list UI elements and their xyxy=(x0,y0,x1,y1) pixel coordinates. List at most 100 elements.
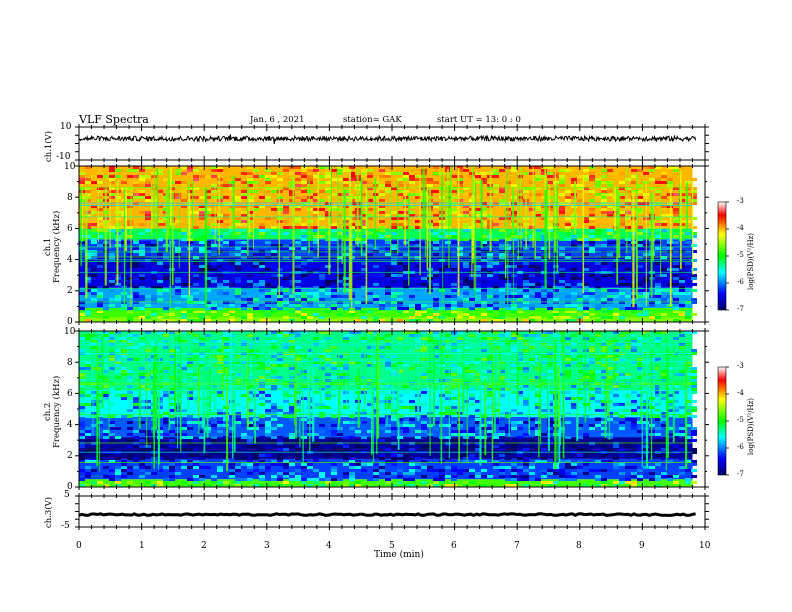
spectrogram-cell xyxy=(409,463,415,466)
spectrogram-cell xyxy=(379,400,385,403)
spectrogram-cell xyxy=(535,187,541,190)
spectrogram-cell xyxy=(205,277,211,280)
spectrogram-cell xyxy=(685,259,691,262)
spectrogram-cell xyxy=(475,274,481,277)
spectrogram-cell xyxy=(343,220,349,223)
spectrogram-cell xyxy=(169,409,175,412)
spectrogram-cell xyxy=(487,262,493,265)
spectrogram-cell xyxy=(265,187,271,190)
spectrogram-cell xyxy=(145,175,151,178)
spectrogram-cell xyxy=(457,175,463,178)
spectrogram-cell xyxy=(235,280,241,283)
spectrogram-cell xyxy=(457,460,463,463)
spectrogram-cell xyxy=(211,304,217,307)
spectrogram-cell xyxy=(379,466,385,469)
spectrogram-cell xyxy=(415,337,421,340)
spectrogram-cell xyxy=(175,292,181,295)
spectrogram-cell xyxy=(241,400,247,403)
spectrogram-cell xyxy=(85,313,91,316)
spectrogram-cell xyxy=(613,394,619,397)
spectrogram-cell xyxy=(127,319,133,322)
spectrogram-cell xyxy=(265,166,271,169)
spectrogram-cell xyxy=(679,220,685,223)
spectrogram-burst xyxy=(449,166,452,226)
spectrogram-cell xyxy=(271,364,277,367)
spectrogram-cell xyxy=(109,331,115,334)
spectrogram-cell xyxy=(451,364,457,367)
spectrogram-cell xyxy=(301,190,307,193)
spectrogram-cell xyxy=(157,286,163,289)
spectrogram-cell xyxy=(175,346,181,349)
spectrogram-cell xyxy=(439,187,445,190)
spectrogram-cell xyxy=(247,376,253,379)
spectrogram-cell xyxy=(457,340,463,343)
spectrogram-cell xyxy=(169,355,175,358)
spectrogram-cell xyxy=(337,232,343,235)
spectrogram-cell xyxy=(541,301,547,304)
spectrogram-cell xyxy=(211,223,217,226)
spectrogram-cell xyxy=(487,439,493,442)
spectrogram-cell xyxy=(283,481,289,484)
spectrogram-cell xyxy=(403,427,409,430)
spectrogram-cell xyxy=(223,388,229,391)
spectrogram-cell xyxy=(211,310,217,313)
spectrogram-burst xyxy=(124,190,127,252)
spectrogram-cell xyxy=(577,298,583,301)
spectrogram-cell xyxy=(445,253,451,256)
spectrogram-cell xyxy=(529,307,535,310)
spectrogram-cell xyxy=(319,232,325,235)
spectrogram-cell xyxy=(583,334,589,337)
spectrogram-cell xyxy=(235,181,241,184)
spectrogram-cell xyxy=(313,265,319,268)
spectrogram-cell xyxy=(205,337,211,340)
spectrogram-cell xyxy=(247,262,253,265)
spectrogram-cell xyxy=(319,274,325,277)
spectrogram-cell xyxy=(319,337,325,340)
date-label: Jan. 6 , 2021 xyxy=(250,115,305,125)
spectrogram-cell xyxy=(151,310,157,313)
spectrogram-cell xyxy=(595,238,601,241)
spectrogram-cell xyxy=(661,298,667,301)
spectrogram-cell xyxy=(691,481,697,484)
spectrogram-cell xyxy=(595,358,601,361)
spectrogram-cell xyxy=(85,265,91,268)
spectrogram-cell xyxy=(631,448,637,451)
spectrogram-cell xyxy=(325,442,331,445)
spectrogram-cell xyxy=(403,280,409,283)
spectrogram-cell xyxy=(253,169,259,172)
spectrogram-cell xyxy=(433,385,439,388)
spectrogram-cell xyxy=(559,430,565,433)
spectrogram-cell xyxy=(565,196,571,199)
spectrogram-cell xyxy=(415,196,421,199)
spectrogram-cell xyxy=(421,304,427,307)
spectrogram-cell xyxy=(529,463,535,466)
spectrogram-cell xyxy=(181,481,187,484)
spectrogram-cell xyxy=(535,166,541,169)
spectrogram-cell xyxy=(409,457,415,460)
spectrogram-cell xyxy=(655,454,661,457)
spectrogram-cell xyxy=(631,346,637,349)
spectrogram-cell xyxy=(175,472,181,475)
spectrogram-cell xyxy=(451,412,457,415)
spectrogram-cell xyxy=(115,358,121,361)
spectrogram-cell xyxy=(481,274,487,277)
spectrogram-cell xyxy=(283,301,289,304)
spectrogram-cell xyxy=(253,298,259,301)
spectrogram-cell xyxy=(595,295,601,298)
spectrogram-cell xyxy=(481,427,487,430)
spectrogram-cell xyxy=(415,331,421,334)
spectrogram-cell xyxy=(385,361,391,364)
spectrogram-cell xyxy=(481,217,487,220)
spectrogram-cell xyxy=(235,481,241,484)
spectrogram-cell xyxy=(421,430,427,433)
spectrogram-cell xyxy=(151,259,157,262)
spectrogram-cell xyxy=(79,376,85,379)
spectrogram-cell xyxy=(139,247,145,250)
spectrogram-cell xyxy=(181,367,187,370)
spectrogram-cell xyxy=(127,481,133,484)
spectrogram-cell xyxy=(277,457,283,460)
spectrogram-burst xyxy=(351,193,353,309)
spectrogram-cell xyxy=(157,223,163,226)
spectrogram-cell xyxy=(475,181,481,184)
spectrogram-cell xyxy=(223,286,229,289)
